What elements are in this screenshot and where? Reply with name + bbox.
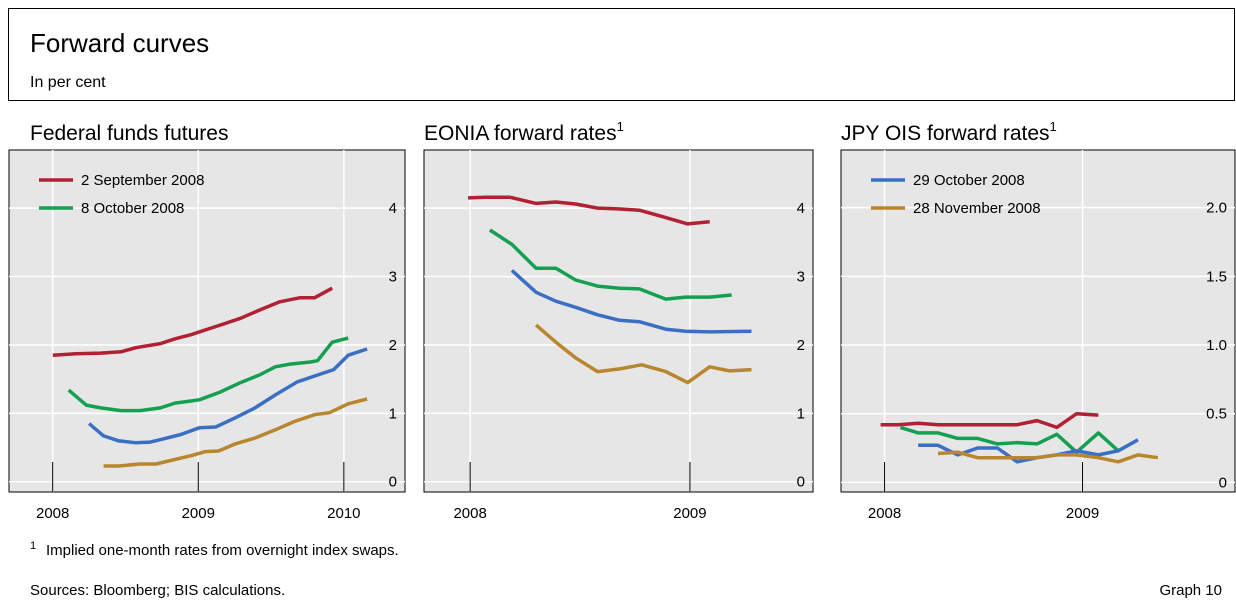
y-tick-label: 3 (797, 269, 805, 286)
footnote: Implied one-month rates from overnight i… (46, 542, 399, 559)
x-tick-label: 2009 (673, 505, 706, 522)
y-tick-label: 4 (389, 200, 397, 217)
sources: Sources: Bloomberg; BIS calculations. (30, 582, 285, 599)
legend-label: 2 September 2008 (81, 172, 204, 189)
series-line (467, 195, 710, 226)
series-line (67, 336, 349, 413)
y-tick-label: 3 (389, 269, 397, 286)
graph-label: Graph 10 (1159, 582, 1222, 599)
series-line (510, 269, 752, 334)
legend-label: 28 November 2008 (913, 200, 1041, 217)
series-line (488, 228, 732, 301)
chart-title: EONIA forward rates1 (424, 119, 624, 145)
y-tick-label: 1 (389, 405, 397, 422)
x-tick-label: 2010 (327, 505, 360, 522)
chart-title: Federal funds futures (30, 122, 228, 145)
x-tick-label: 2009 (182, 505, 215, 522)
y-tick-label: 4 (797, 200, 805, 217)
y-tick-label: 1.0 (1206, 337, 1227, 354)
page-title: Forward curves (30, 28, 209, 58)
y-tick-label: 0 (1219, 474, 1227, 491)
series-line (534, 323, 752, 385)
chart-title: JPY OIS forward rates1 (841, 119, 1057, 145)
y-tick-label: 0.5 (1206, 406, 1227, 423)
series-line (880, 411, 1099, 430)
y-tick-label: 2 (797, 337, 805, 354)
y-tick-label: 0 (389, 474, 397, 491)
y-tick-label: 2 (389, 337, 397, 354)
series-line (937, 450, 1159, 464)
y-tick-label: 1 (797, 405, 805, 422)
legend-label: 29 October 2008 (913, 172, 1025, 189)
x-tick-label: 2008 (453, 505, 486, 522)
header-frame (8, 8, 1235, 101)
x-tick-label: 2008 (36, 505, 69, 522)
y-tick-label: 2.0 (1206, 200, 1227, 217)
chart-title-text: EONIA forward rates (424, 122, 617, 145)
page-subtitle: In per cent (30, 74, 106, 91)
title-note: 1 (1050, 119, 1057, 134)
title-note: 1 (617, 119, 624, 134)
series-line (103, 397, 368, 468)
legend-label: 8 October 2008 (81, 200, 184, 217)
x-tick-label: 2008 (868, 505, 901, 522)
plot-area (8, 149, 406, 493)
x-tick-label: 2009 (1066, 505, 1099, 522)
footnote-mark: 1 (30, 540, 36, 552)
y-tick-label: 0 (797, 474, 805, 491)
chart-title-text: JPY OIS forward rates (841, 122, 1050, 145)
y-tick-label: 1.5 (1206, 268, 1227, 285)
chart-title-text: Federal funds futures (30, 122, 228, 145)
series-line (899, 425, 1120, 454)
series-line (52, 286, 334, 357)
series-line (87, 347, 368, 445)
